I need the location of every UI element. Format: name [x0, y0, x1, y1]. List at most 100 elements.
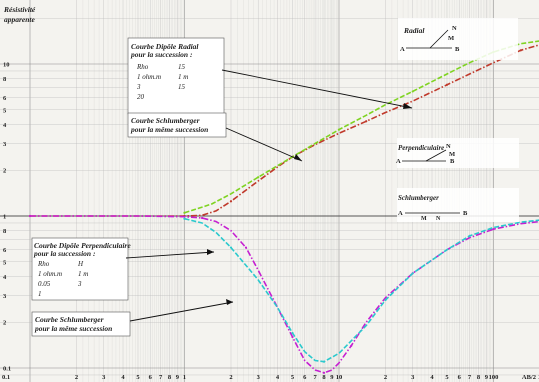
- x-tick-label: 8: [322, 374, 326, 381]
- perp-box-title-1: Courbe Dipôle Perpendiculaire: [34, 241, 131, 250]
- schlum-lower-pointer-arrow: [129, 301, 234, 322]
- series-3-point: [291, 331, 294, 335]
- radial-box-param-4: 3: [136, 83, 141, 91]
- y-axis-label-line2: apparente: [4, 15, 36, 24]
- perp-box-param-3: 1 m: [78, 270, 88, 278]
- perp-box-param-5: 3: [77, 280, 82, 288]
- radial-box-param-1: 15: [178, 63, 186, 71]
- x-tick-label: 2: [229, 374, 232, 381]
- radial-diagram-label-n: N: [452, 25, 457, 32]
- y-tick-label: 5: [3, 107, 7, 114]
- tick-labels: 0.12345678912345678910234567891002AB/210…: [2, 62, 539, 382]
- schlum-upper-line2: pour la même succession: [130, 125, 208, 134]
- y-tick-label: 5: [3, 259, 7, 266]
- perp-box-param-6: 1: [38, 290, 42, 298]
- perp-box-param-4: 0.05: [38, 280, 51, 288]
- series-line-2: [30, 215, 539, 374]
- schlum-upper-pointer-arrowhead: [294, 154, 302, 161]
- perp-box-param-1: H: [77, 260, 84, 268]
- radial-box-param-0: Rho: [136, 63, 149, 71]
- y-tick-label: 10: [3, 62, 10, 69]
- x-tick-label: 7: [468, 374, 472, 381]
- x-tick-label: 9: [176, 374, 180, 381]
- schlum-lower-line2: pour la même succession: [34, 324, 112, 333]
- perp-box-title-2: pour la succession :: [33, 249, 95, 258]
- radial-diagram-label-a: A: [400, 46, 405, 53]
- radial-box-title-1: Courbe Dipôle Radial: [131, 42, 199, 51]
- x-tick-label: 0.1: [2, 374, 10, 381]
- x-tick-label: 3: [411, 374, 415, 381]
- series-2-point: [244, 246, 248, 249]
- series-2-point: [350, 344, 353, 347]
- series-0-point: [365, 120, 368, 123]
- series-3-point: [229, 246, 233, 249]
- x-tick-label: 5: [445, 374, 449, 381]
- x-tick-label: 2: [384, 374, 387, 381]
- perp-diagram-label-m: M: [449, 151, 455, 158]
- radial-box-param-5: 15: [178, 83, 186, 91]
- radial-annotation-box: Courbe Dipôle Radial pour la succession …: [127, 37, 225, 115]
- perp-diagram-label-n: N: [446, 143, 451, 150]
- x-tick-label: 6: [149, 374, 153, 381]
- y-tick-label: 8: [3, 76, 7, 83]
- x-tick-label: 9: [330, 374, 334, 381]
- x-tick-label: 4: [276, 374, 280, 381]
- x-tick-label: 10: [336, 374, 343, 381]
- radial-diagram-title: Radial: [403, 26, 425, 35]
- schlum-upper-line1: Courbe Schlumberger: [131, 116, 200, 125]
- radial-box-param-2: 1 ohm.m: [137, 73, 161, 81]
- x-tick-label: 6: [458, 374, 462, 381]
- radial-diagram-label-m: M: [448, 35, 454, 42]
- perpendicular-configuration-diagram: Perpendiculaire A B N M: [396, 138, 519, 168]
- perp-box-param-0: Rho: [37, 260, 50, 268]
- schlumberger-configuration-diagram: Schlumberger A M N B: [397, 188, 519, 222]
- series-1-point: [411, 90, 414, 93]
- radial-configuration-diagram: Radial A B N M: [398, 18, 518, 60]
- series-2-point: [201, 216, 204, 220]
- x-tick-label: 4: [430, 374, 434, 381]
- x-tick-label: 3: [257, 374, 261, 381]
- schlumberger-lower-label: Courbe Schlumberger pour la même success…: [31, 311, 131, 337]
- x-tick-label: 4: [121, 374, 125, 381]
- x-tick-label: 7: [313, 374, 317, 381]
- x-tick-label: 8: [477, 374, 481, 381]
- y-tick-label: 1: [3, 214, 6, 221]
- y-tick-label: 2: [3, 168, 6, 175]
- x-tick-label: 9: [485, 374, 489, 381]
- schlum-diagram-label-b: B: [463, 210, 468, 217]
- radial-pointer-arrow: [221, 69, 413, 109]
- radial-box-param-6: 20: [137, 93, 145, 101]
- x-tick-label: 7: [159, 374, 163, 381]
- series-0-point: [229, 200, 233, 203]
- series-0-point: [519, 49, 522, 52]
- schlum-lower-pointer-arrowhead: [226, 299, 233, 305]
- radial-box-title-2: pour la succession :: [130, 50, 192, 59]
- y-tick-label: 3: [3, 141, 7, 148]
- series-3-point: [183, 217, 186, 220]
- schlum-diagram-label-m: M: [421, 216, 427, 222]
- series-1-point: [337, 128, 341, 131]
- series-3-point: [468, 234, 471, 237]
- schlum-diagram-title: Schlumberger: [398, 194, 439, 202]
- radial-pointer-arrowhead: [403, 103, 412, 109]
- y-axis-label-line1: Résistivité: [3, 5, 36, 14]
- y-tick-label: 8: [3, 228, 7, 235]
- x-tick-label: 2: [75, 374, 78, 381]
- series-2-point: [28, 214, 32, 218]
- x-tick-label: 5: [291, 374, 295, 381]
- series-1-point: [257, 176, 260, 179]
- series-0-point: [445, 83, 449, 86]
- series-3-point: [384, 298, 387, 302]
- series-3-point: [322, 360, 326, 363]
- perpendicular-annotation-box: Courbe Dipôle Perpendiculaire pour la su…: [31, 237, 131, 301]
- perp-diagram-title: Perpendiculaire: [398, 144, 444, 152]
- x-tick-label: 5: [136, 374, 140, 381]
- y-tick-label: 0.1: [3, 366, 11, 373]
- series-2-point: [291, 335, 294, 339]
- perp-box-param-2: 1 ohm.m: [38, 270, 62, 278]
- schlumberger-upper-label: Courbe Schlumberger pour la même success…: [127, 112, 227, 138]
- schlum-upper-pointer-arrow: [225, 127, 303, 162]
- series-2-point: [322, 371, 326, 374]
- y-tick-label: 3: [3, 293, 7, 300]
